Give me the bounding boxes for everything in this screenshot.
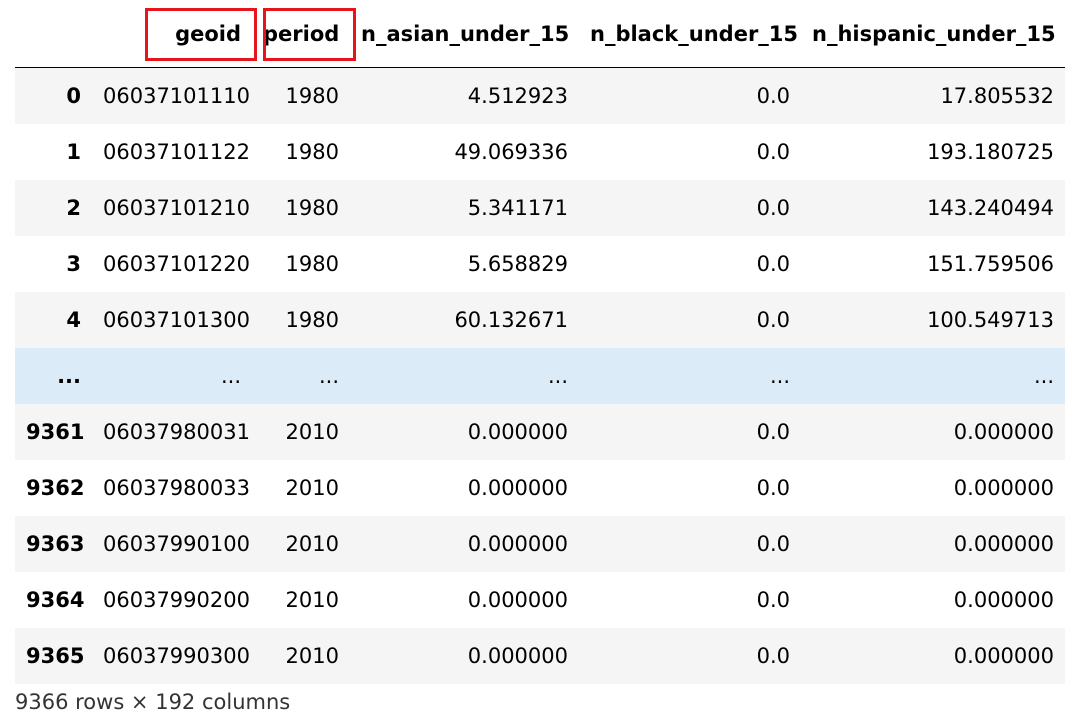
cell-period: 1980: [285, 196, 339, 220]
cell-n-asian-under-15: 0.000000: [467, 420, 568, 444]
row-index: 9361: [26, 420, 85, 444]
row-index: 1: [66, 140, 81, 164]
table-row: 9362 06037980033 2010 0.000000 0.0 0.000…: [15, 460, 1065, 516]
cell-n-asian-under-15: 49.069336: [454, 140, 568, 164]
cell-geoid: 06037101220: [103, 252, 250, 276]
table-row: 0 06037101110 1980 4.512923 0.0 17.80553…: [15, 67, 1065, 124]
cell-n-hispanic-under-15: 17.805532: [940, 84, 1054, 108]
cell-n-black-under-15: 0.0: [756, 196, 790, 220]
cell-n-black-under-15: 0.0: [756, 308, 790, 332]
cell-geoid: 06037101300: [103, 308, 250, 332]
cell-geoid: 06037101210: [103, 196, 250, 220]
row-index: ...: [57, 364, 81, 388]
cell-n-black-under-15: 0.0: [756, 476, 790, 500]
table-row: 1 06037101122 1980 49.069336 0.0 193.180…: [15, 124, 1065, 180]
cell-geoid: 06037990200: [103, 588, 250, 612]
table-row: 9364 06037990200 2010 0.000000 0.0 0.000…: [15, 572, 1065, 628]
cell-n-hispanic-under-15: 0.000000: [953, 532, 1054, 556]
cell-period: ...: [318, 364, 339, 388]
cell-n-hispanic-under-15: 0.000000: [953, 476, 1054, 500]
cell-n-asian-under-15: ...: [547, 364, 568, 388]
row-index: 4: [66, 308, 81, 332]
column-header-n-asian-under-15: n_asian_under_15: [350, 0, 579, 68]
cell-n-hispanic-under-15: 193.180725: [927, 140, 1054, 164]
column-header-period: period: [252, 0, 350, 68]
table-row: 9361 06037980031 2010 0.000000 0.0 0.000…: [15, 404, 1065, 460]
cell-period: 1980: [285, 84, 339, 108]
cell-n-asian-under-15: 0.000000: [467, 588, 568, 612]
cell-n-hispanic-under-15: ...: [1033, 364, 1054, 388]
cell-n-black-under-15: 0.0: [756, 588, 790, 612]
row-index: 3: [66, 252, 81, 276]
cell-n-black-under-15: 0.0: [756, 252, 790, 276]
cell-n-hispanic-under-15: 0.000000: [953, 644, 1054, 668]
cell-n-asian-under-15: 0.000000: [467, 644, 568, 668]
cell-n-hispanic-under-15: 151.759506: [927, 252, 1054, 276]
cell-geoid: 06037980033: [103, 476, 250, 500]
cell-n-black-under-15: ...: [769, 364, 790, 388]
cell-geoid: 06037990100: [103, 532, 250, 556]
cell-period: 2010: [285, 644, 339, 668]
header-row: geoid period n_asian_under_15 n_black_un…: [15, 0, 1065, 68]
row-index: 9362: [26, 476, 85, 500]
cell-n-asian-under-15: 0.000000: [467, 476, 568, 500]
column-header-n-hispanic-under-15: n_hispanic_under_15: [801, 0, 1065, 68]
dataframe-table: geoid period n_asian_under_15 n_black_un…: [15, 0, 1065, 684]
cell-period: 1980: [285, 308, 339, 332]
row-index: 2: [66, 196, 81, 220]
dataframe-shape-info: 9366 rows × 192 columns: [15, 690, 291, 714]
cell-n-asian-under-15: 60.132671: [454, 308, 568, 332]
cell-period: 2010: [285, 420, 339, 444]
row-index: 0: [66, 84, 81, 108]
row-index: 9364: [26, 588, 85, 612]
cell-geoid: 06037101110: [103, 84, 250, 108]
cell-period: 1980: [285, 140, 339, 164]
cell-geoid: 06037980031: [103, 420, 250, 444]
table-row: 2 06037101210 1980 5.341171 0.0 143.2404…: [15, 180, 1065, 236]
cell-geoid: 06037990300: [103, 644, 250, 668]
cell-period: 2010: [285, 476, 339, 500]
cell-n-hispanic-under-15: 0.000000: [953, 420, 1054, 444]
cell-n-hispanic-under-15: 100.549713: [927, 308, 1054, 332]
cell-n-black-under-15: 0.0: [756, 532, 790, 556]
cell-n-hispanic-under-15: 0.000000: [953, 588, 1054, 612]
cell-n-asian-under-15: 5.658829: [467, 252, 568, 276]
cell-period: 1980: [285, 252, 339, 276]
cell-n-black-under-15: 0.0: [756, 140, 790, 164]
table-row: 9363 06037990100 2010 0.000000 0.0 0.000…: [15, 516, 1065, 572]
dataframe-output: geoid period n_asian_under_15 n_black_un…: [15, 0, 1065, 684]
row-index: 9363: [26, 532, 85, 556]
cell-geoid: ...: [220, 364, 241, 388]
cell-n-asian-under-15: 4.512923: [467, 84, 568, 108]
ellipsis-row: ... ... ... ... ... ...: [15, 348, 1065, 404]
column-header-geoid: geoid: [92, 0, 252, 68]
cell-period: 2010: [285, 532, 339, 556]
table-row: 3 06037101220 1980 5.658829 0.0 151.7595…: [15, 236, 1065, 292]
column-header-n-black-under-15: n_black_under_15: [579, 0, 801, 68]
table-row: 9365 06037990300 2010 0.000000 0.0 0.000…: [15, 628, 1065, 684]
cell-geoid: 06037101122: [103, 140, 250, 164]
cell-n-hispanic-under-15: 143.240494: [927, 196, 1054, 220]
cell-n-asian-under-15: 5.341171: [467, 196, 568, 220]
cell-n-black-under-15: 0.0: [756, 420, 790, 444]
table-row: 4 06037101300 1980 60.132671 0.0 100.549…: [15, 292, 1065, 348]
cell-period: 2010: [285, 588, 339, 612]
row-index: 9365: [26, 644, 85, 668]
cell-n-asian-under-15: 0.000000: [467, 532, 568, 556]
index-header: [15, 0, 92, 68]
cell-n-black-under-15: 0.0: [756, 84, 790, 108]
cell-n-black-under-15: 0.0: [756, 644, 790, 668]
